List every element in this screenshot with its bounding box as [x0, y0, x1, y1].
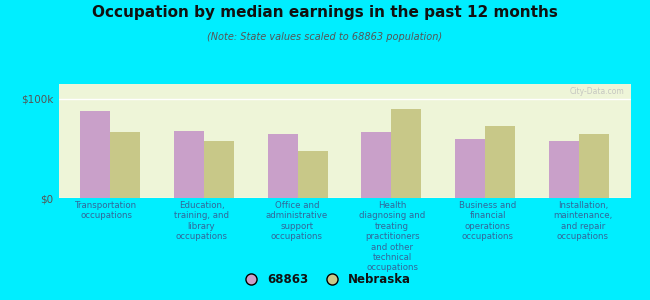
Bar — [391, 109, 421, 198]
Text: (Note: State values scaled to 68863 population): (Note: State values scaled to 68863 popu… — [207, 32, 443, 41]
Bar — [110, 132, 140, 198]
Bar — [174, 130, 204, 198]
Text: Education,
training, and
library
occupations: Education, training, and library occupat… — [174, 201, 229, 241]
Text: City-Data.com: City-Data.com — [570, 87, 625, 96]
Text: Installation,
maintenance,
and repair
occupations: Installation, maintenance, and repair oc… — [553, 201, 612, 241]
Text: Occupation by median earnings in the past 12 months: Occupation by median earnings in the pas… — [92, 4, 558, 20]
Bar — [485, 126, 515, 198]
Bar — [579, 134, 609, 198]
Text: Business and
financial
operations
occupations: Business and financial operations occupa… — [459, 201, 516, 241]
Bar — [80, 111, 110, 198]
Text: Transportation
occupations: Transportation occupations — [75, 201, 137, 220]
Bar — [268, 134, 298, 198]
Bar — [361, 132, 391, 198]
Legend: 68863, Nebraska: 68863, Nebraska — [234, 269, 416, 291]
Bar — [549, 140, 579, 198]
Bar — [204, 142, 234, 198]
Bar — [455, 139, 485, 198]
Bar — [298, 152, 328, 198]
Text: Health
diagnosing and
treating
practitioners
and other
technical
occupations: Health diagnosing and treating practitio… — [359, 201, 425, 272]
Text: Office and
administrative
support
occupations: Office and administrative support occupa… — [266, 201, 328, 241]
